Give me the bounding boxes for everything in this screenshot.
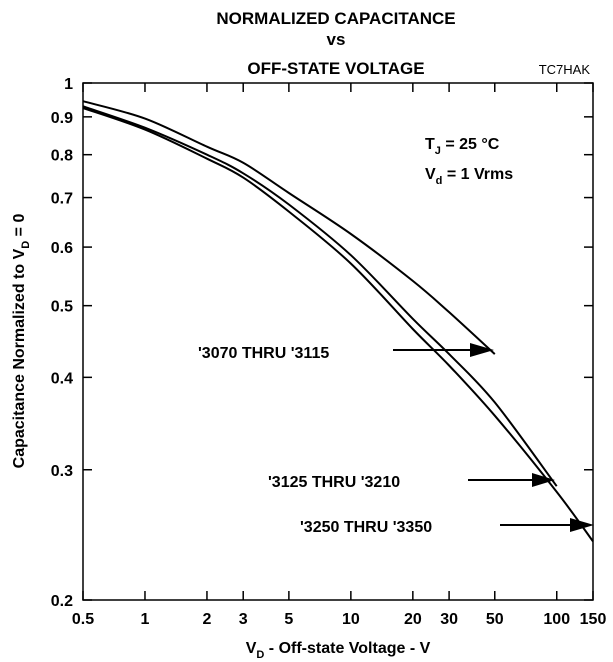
y-tick-label: 1 [64,76,73,93]
series-label-3250: '3250 THRU '3350 [300,519,432,536]
x-tick-label: 50 [486,611,504,628]
y-tick-label: 0.8 [51,148,73,165]
series-curve-3 [82,107,594,542]
title-line-1: NORMALIZED CAPACITANCE [216,9,455,28]
x-tick-label: 10 [342,611,360,628]
x-tick-label: 1 [141,611,150,628]
condition-temperature: TJ = 25 °C [425,136,500,157]
y-tick-label: 0.5 [51,299,73,316]
series-arrowhead-3125 [532,473,555,487]
x-tick-label: 150 [580,611,607,628]
x-tick-label: 3 [239,611,248,628]
conditions-box: TJ = 25 °C Vd = 1 Vrms [425,136,513,187]
series-arrowhead-3070 [470,343,494,357]
y-tick-label: 0.7 [51,191,73,208]
x-axis-ticks: 0.5 1 2 3 5 10 20 30 50 100 150 [72,83,607,628]
y-tick-label: 0.4 [51,370,73,387]
y-tick-label: 0.3 [51,463,73,480]
x-axis-label: VD - Off-state Voltage - V [246,640,431,661]
x-tick-label: 0.5 [72,611,94,628]
y-tick-label: 0.6 [51,240,73,257]
plot-frame [82,82,594,601]
series-arrowhead-3250 [570,518,594,532]
y-tick-label: 0.2 [51,593,73,610]
series-labels: '3070 THRU '3115 '3125 THRU '3210 '3250 … [198,343,594,536]
title-line-2: vs [327,30,346,49]
y-axis-ticks: 0.2 0.3 0.4 0.5 0.6 0.7 0.8 0.9 1 [51,76,593,610]
series-label-3070: '3070 THRU '3115 [198,345,329,362]
title-line-3: OFF-STATE VOLTAGE [247,59,424,78]
series-label-3125: '3125 THRU '3210 [268,474,400,491]
x-tick-label: 2 [203,611,212,628]
x-tick-label: 30 [440,611,458,628]
x-tick-label: 20 [404,611,422,628]
y-tick-label: 0.9 [51,110,73,127]
series-curve-2 [82,105,558,487]
x-tick-label: 100 [543,611,570,628]
curves [82,100,594,542]
x-tick-label: 5 [284,611,293,628]
chart-title: NORMALIZED CAPACITANCE vs OFF-STATE VOLT… [216,9,455,78]
figure-code: TC7HAK [539,62,591,77]
series-curve-1 [82,100,496,355]
condition-voltage: Vd = 1 Vrms [425,166,513,187]
y-axis-label: Capacitance Normalized to VD = 0 [11,214,32,469]
